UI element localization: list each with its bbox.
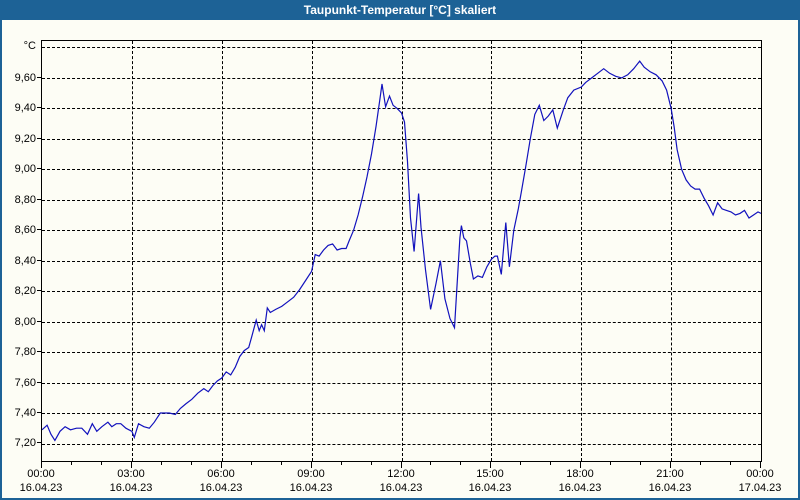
y-tick-mark (37, 321, 41, 322)
vertical-gridline (581, 41, 583, 461)
y-tick-mark (37, 229, 41, 230)
x-minor-tick-mark (640, 462, 641, 465)
vertical-gridline (311, 41, 313, 461)
y-tick-label: 9,40 (14, 102, 36, 114)
y-tick-mark (37, 260, 41, 261)
dewpoint-temperature-line (42, 60, 761, 442)
x-minor-tick-mark (730, 462, 731, 465)
y-tick-mark (37, 442, 41, 443)
y-tick-label: 8,60 (14, 224, 36, 236)
x-tick-date-label: 16.04.23 (199, 482, 243, 494)
y-tick-label: 7,40 (14, 407, 36, 419)
vertical-gridline (671, 41, 673, 461)
x-tick-date-label: 16.04.23 (379, 482, 423, 494)
y-tick-label: 7,80 (14, 346, 36, 358)
y-tick-label: 8,20 (14, 285, 36, 297)
x-minor-tick-mark (520, 462, 521, 465)
x-minor-tick-mark (71, 462, 72, 465)
x-minor-tick-mark (550, 462, 551, 465)
x-tick-time-label: 06:00 (207, 468, 235, 480)
x-major-tick-mark (221, 462, 222, 468)
x-tick-time-label: 18:00 (566, 468, 594, 480)
x-minor-tick-mark (251, 462, 252, 465)
x-minor-tick-mark (430, 462, 431, 465)
title-bar: Taupunkt-Temperatur [°C] skaliert (0, 0, 800, 20)
x-major-tick-mark (311, 462, 312, 468)
vertical-gridline (221, 41, 223, 461)
y-tick-label: 9,60 (14, 72, 36, 84)
y-tick-label: 9,20 (14, 133, 36, 145)
y-tick-label: 8,40 (14, 255, 36, 267)
x-minor-tick-mark (101, 462, 102, 465)
x-major-tick-mark (670, 462, 671, 468)
x-major-tick-mark (580, 462, 581, 468)
y-tick-mark (37, 138, 41, 139)
y-tick-label: 9,00 (14, 163, 36, 175)
y-tick-mark (37, 199, 41, 200)
y-axis-unit-label: °C (23, 40, 36, 52)
y-tick-label: 7,60 (14, 377, 36, 389)
x-minor-tick-mark (341, 462, 342, 465)
x-tick-date-label: 16.04.23 (558, 482, 602, 494)
x-minor-tick-mark (700, 462, 701, 465)
vertical-gridline (401, 41, 403, 461)
y-tick-mark (37, 412, 41, 413)
x-tick-time-label: 00:00 (746, 468, 774, 480)
window-title: Taupunkt-Temperatur [°C] skaliert (303, 3, 497, 17)
y-tick-label: 7,20 (14, 437, 36, 449)
x-tick-time-label: 09:00 (297, 468, 325, 480)
x-tick-date-label: 16.04.23 (468, 482, 512, 494)
x-tick-time-label: 12:00 (387, 468, 415, 480)
x-tick-time-label: 15:00 (476, 468, 504, 480)
x-tick-time-label: 03:00 (117, 468, 145, 480)
vertical-gridline (491, 41, 493, 461)
x-major-tick-mark (41, 462, 42, 468)
x-tick-date-label: 16.04.23 (289, 482, 333, 494)
x-major-tick-mark (131, 462, 132, 468)
y-tick-mark (37, 168, 41, 169)
y-tick-mark (37, 77, 41, 78)
y-tick-mark (37, 382, 41, 383)
x-tick-time-label: 00:00 (27, 468, 55, 480)
x-major-tick-mark (760, 462, 761, 468)
x-tick-time-label: 21:00 (656, 468, 684, 480)
x-tick-date-label: 16.04.23 (109, 482, 153, 494)
y-tick-label: 8,00 (14, 316, 36, 328)
x-minor-tick-mark (460, 462, 461, 465)
x-tick-date-label: 17.04.23 (738, 482, 782, 494)
y-tick-mark (37, 351, 41, 352)
y-tick-mark (37, 290, 41, 291)
y-tick-label: 8,80 (14, 194, 36, 206)
x-minor-tick-mark (371, 462, 372, 465)
x-major-tick-mark (401, 462, 402, 468)
vertical-gridline (131, 41, 133, 461)
x-minor-tick-mark (191, 462, 192, 465)
x-minor-tick-mark (610, 462, 611, 465)
chart-canvas (42, 60, 761, 442)
plot-area (41, 40, 762, 462)
x-minor-tick-mark (281, 462, 282, 465)
y-tick-mark (37, 107, 41, 108)
x-major-tick-mark (490, 462, 491, 468)
x-minor-tick-mark (161, 462, 162, 465)
x-tick-date-label: 16.04.23 (19, 482, 63, 494)
x-tick-date-label: 16.04.23 (648, 482, 692, 494)
